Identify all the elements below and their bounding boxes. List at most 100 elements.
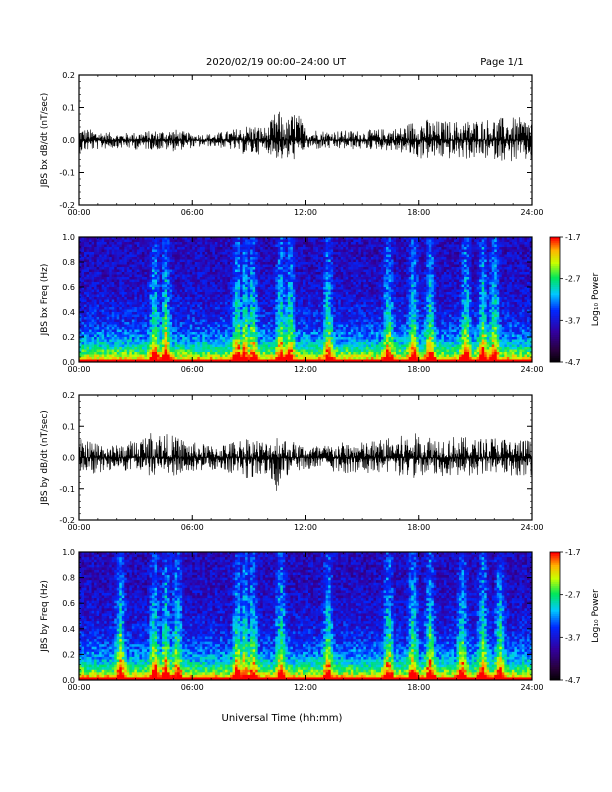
spectrogram-cell — [137, 277, 140, 280]
spectrogram-cell — [172, 345, 175, 348]
spectrogram-cell — [144, 282, 147, 285]
spectrogram-cell — [127, 250, 130, 253]
spectrogram-cell — [316, 270, 319, 273]
spectrogram-cell — [240, 260, 243, 263]
spectrogram-cell — [139, 257, 142, 260]
spectrogram-cell — [84, 320, 87, 323]
spectrogram-cell — [270, 240, 273, 243]
spectrogram-cell — [119, 290, 122, 293]
spectrogram-cell — [175, 292, 178, 295]
spectrogram-cell — [147, 317, 150, 320]
spectrogram-cell — [316, 275, 319, 278]
spectrogram-cell — [222, 300, 225, 303]
spectrogram-cell — [293, 325, 296, 328]
spectrogram-cell — [170, 240, 173, 243]
spectrogram-cell — [253, 265, 256, 268]
spectrogram-cell — [243, 257, 246, 260]
spectrogram-cell — [280, 340, 283, 343]
spectrogram-cell — [162, 287, 165, 290]
spectrogram-cell — [243, 275, 246, 278]
spectrogram-cell — [114, 240, 117, 243]
spectrogram-cell — [180, 297, 183, 300]
spectrogram-cell — [225, 317, 228, 320]
spectrogram-cell — [197, 355, 200, 358]
spectrogram-cell — [192, 320, 195, 323]
spectrogram-cell — [230, 262, 233, 265]
spectrogram-cell — [99, 332, 102, 335]
spectrogram-cell — [255, 355, 258, 358]
spectrogram-cell — [278, 250, 281, 253]
spectrogram-cell — [119, 302, 122, 305]
spectrogram-cell — [311, 267, 314, 270]
spectrogram-cell — [258, 355, 261, 358]
spectrogram-cell — [97, 300, 100, 303]
spectrogram-cell — [112, 322, 115, 325]
spectrogram-cell — [180, 295, 183, 298]
spectrogram-cell — [238, 295, 241, 298]
spectrogram-cell — [298, 335, 301, 338]
spectrogram-cell — [253, 345, 256, 348]
spectrogram-cell — [293, 242, 296, 245]
spectrogram-cell — [124, 260, 127, 263]
spectrogram-cell — [142, 247, 145, 250]
spectrogram-cell — [207, 332, 210, 335]
spectrogram-cell — [255, 357, 258, 360]
spectrogram-cell — [248, 270, 251, 273]
spectrogram-cell — [92, 267, 95, 270]
spectrogram-cell — [255, 310, 258, 313]
spectrogram-cell — [210, 280, 213, 283]
spectrogram-cell — [233, 305, 236, 308]
spectrogram-cell — [300, 242, 303, 245]
spectrogram-cell — [275, 307, 278, 310]
spectrogram-cell — [273, 345, 276, 348]
spectrogram-cell — [275, 345, 278, 348]
spectrogram-cell — [280, 267, 283, 270]
spectrogram-cell — [311, 275, 314, 278]
spectrogram-cell — [230, 270, 233, 273]
spectrogram-cell — [99, 300, 102, 303]
spectrogram-cell — [152, 325, 155, 328]
spectrogram-cell — [238, 337, 241, 340]
spectrogram-cell — [167, 252, 170, 255]
spectrogram-cell — [313, 282, 316, 285]
spectrogram-cell — [160, 265, 163, 268]
spectrogram-cell — [207, 240, 210, 243]
spectrogram-cell — [275, 262, 278, 265]
spectrogram-cell — [233, 285, 236, 288]
spectrogram-cell — [258, 325, 261, 328]
spectrogram-cell — [97, 262, 100, 265]
spectrogram-cell — [280, 327, 283, 330]
spectrogram-cell — [190, 310, 193, 313]
spectrogram-cell — [147, 240, 150, 243]
spectrogram-cell — [200, 350, 203, 353]
spectrogram-cell — [119, 317, 122, 320]
spectrogram-cell — [303, 320, 306, 323]
spectrogram-cell — [182, 312, 185, 315]
spectrogram-cell — [313, 257, 316, 260]
spectrogram-cell — [212, 282, 215, 285]
spectrogram-cell — [84, 240, 87, 243]
spectrogram-cell — [295, 245, 298, 248]
spectrogram-cell — [119, 347, 122, 350]
spectrogram-cell — [104, 260, 107, 263]
spectrogram-cell — [295, 257, 298, 260]
spectrogram-cell — [99, 322, 102, 325]
spectrogram-cell — [109, 265, 112, 268]
spectrogram-cell — [107, 292, 110, 295]
spectrogram-cell — [190, 302, 193, 305]
spectrogram-cell — [147, 330, 150, 333]
spectrogram-cell — [109, 342, 112, 345]
spectrogram-cell — [82, 307, 85, 310]
spectrogram-cell — [117, 262, 120, 265]
spectrogram-cell — [170, 357, 173, 360]
spectrogram-cell — [227, 242, 230, 245]
spectrogram-cell — [255, 255, 258, 258]
spectrogram-cell — [190, 250, 193, 253]
spectrogram-cell — [87, 287, 90, 290]
spectrogram-cell — [303, 305, 306, 308]
spectrogram-cell — [104, 290, 107, 293]
spectrogram-cell — [298, 280, 301, 283]
spectrogram-cell — [157, 287, 160, 290]
spectrogram-cell — [149, 252, 152, 255]
spectrogram-cell — [190, 252, 193, 255]
